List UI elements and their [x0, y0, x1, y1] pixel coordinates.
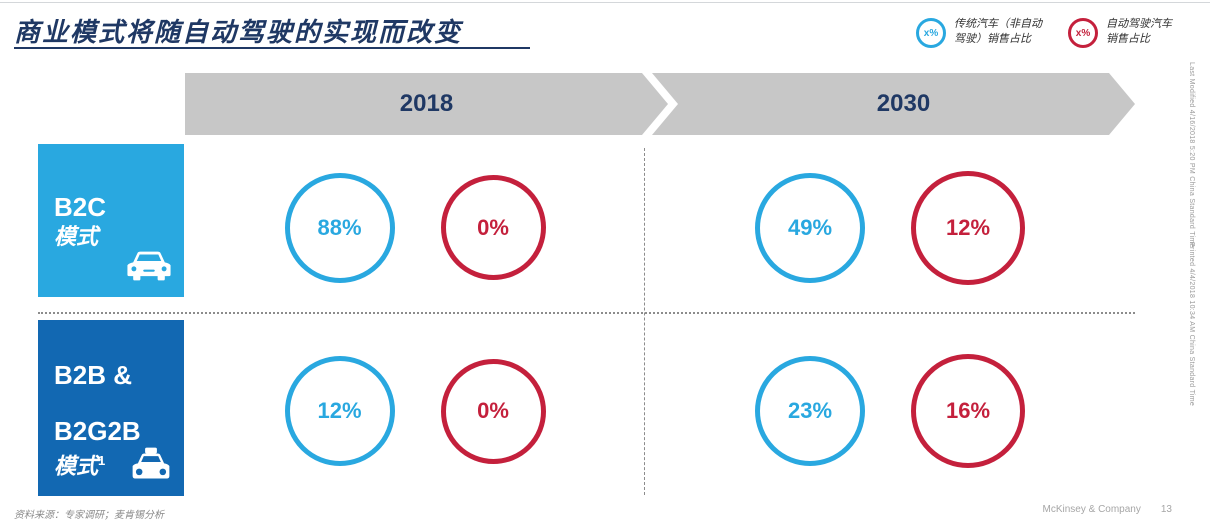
printed-stamp: Printed 4/4/2018 10:34 AM China Standard…	[1188, 242, 1195, 407]
b2c-name: B2C	[54, 192, 107, 222]
traditional-share-circle: 49%	[755, 172, 865, 283]
row-separator-dotted	[38, 312, 1135, 314]
legend-label-autonomous: 自动驾驶汽车 销售占比	[1106, 16, 1172, 46]
timeline-arrow-2030: 2030	[652, 73, 1135, 135]
last-modified-stamp: Last Modified 4/16/2018 5:20 PM China St…	[1188, 62, 1195, 248]
row-label-b2c: B2C 模式	[38, 144, 184, 297]
footer-right: McKinsey & Company 13	[1000, 504, 1173, 515]
traditional-share-circle: 23%	[755, 356, 865, 466]
autonomous-share-circle: 12%	[911, 170, 1025, 285]
legend-label-line: 传统汽车（非自动	[954, 17, 1042, 30]
page-number: 13	[1160, 504, 1172, 515]
legend-label-traditional: 传统汽车（非自动 驾驶）销售占比	[954, 16, 1042, 46]
legend-label-line: 销售占比	[1106, 32, 1150, 45]
cell-b2c-2030: 49% 12%	[645, 145, 1135, 310]
cell-b2b-2018: 12% 0%	[185, 322, 645, 500]
cell-b2b-2030: 23% 16%	[645, 322, 1135, 500]
legend-item-autonomous: x% 自动驾驶汽车 销售占比	[1068, 16, 1172, 48]
b2b-name-line1: B2B &	[54, 360, 133, 390]
b2b-type-label: 模式1	[54, 446, 184, 481]
timeline-arrow-2018: 2018	[185, 73, 668, 135]
car-icon	[126, 250, 172, 287]
source-note: 资料来源：专家调研；麦肯锡分析	[14, 510, 164, 521]
autonomous-share-circle: 0%	[440, 358, 546, 464]
top-border-rule	[0, 2, 1210, 3]
taxi-icon	[130, 447, 172, 486]
traditional-share-circle: 88%	[284, 172, 395, 283]
column-separator-dashed	[644, 148, 645, 495]
traditional-share-circle: 12%	[284, 356, 395, 466]
legend-label-line: 驾驶）销售占比	[954, 32, 1031, 45]
page-title: 商业模式将随自动驾驶的实现而改变	[14, 18, 463, 48]
footnote-marker: 1	[98, 453, 106, 468]
autonomous-share-circle: 16%	[911, 354, 1025, 468]
autonomous-share-icon: x%	[1068, 18, 1098, 48]
traditional-share-icon: x%	[916, 18, 946, 48]
b2b-type-text: 模式	[54, 453, 99, 480]
cell-b2c-2018: 88% 0%	[185, 145, 645, 310]
row-label-b2b-b2g2b: B2B & B2G2B 模式1	[38, 320, 184, 496]
legend: x% 传统汽车（非自动 驾驶）销售占比 x% 自动驾驶汽车 销售占比	[916, 16, 1172, 48]
autonomous-share-circle: 0%	[440, 175, 546, 280]
legend-label-line: 自动驾驶汽车	[1106, 17, 1172, 30]
brand-footer: McKinsey & Company	[1042, 504, 1141, 515]
legend-item-traditional: x% 传统汽车（非自动 驾驶）销售占比	[916, 16, 1042, 48]
b2b-name-line2: B2G2B	[54, 416, 141, 446]
b2c-type-label: 模式	[54, 224, 99, 250]
title-underline	[14, 47, 530, 49]
